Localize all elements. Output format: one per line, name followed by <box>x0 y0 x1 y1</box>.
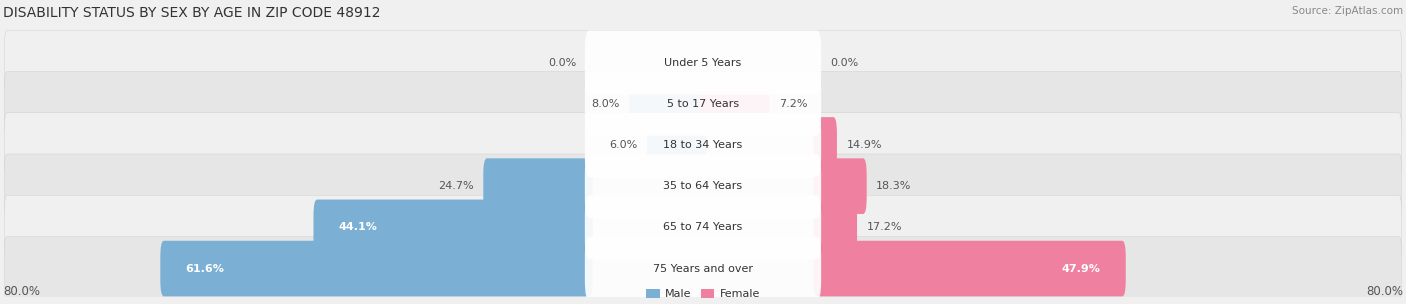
FancyBboxPatch shape <box>4 195 1402 260</box>
Text: 0.0%: 0.0% <box>548 57 576 67</box>
Text: 47.9%: 47.9% <box>1062 264 1101 274</box>
Text: 18.3%: 18.3% <box>876 181 911 191</box>
Text: 75 Years and over: 75 Years and over <box>652 264 754 274</box>
Text: Source: ZipAtlas.com: Source: ZipAtlas.com <box>1292 6 1403 16</box>
FancyBboxPatch shape <box>4 30 1402 95</box>
FancyBboxPatch shape <box>4 113 1402 177</box>
Text: 35 to 64 Years: 35 to 64 Years <box>664 181 742 191</box>
FancyBboxPatch shape <box>4 237 1402 301</box>
Text: 80.0%: 80.0% <box>3 285 39 298</box>
FancyBboxPatch shape <box>700 76 769 132</box>
FancyBboxPatch shape <box>647 117 706 173</box>
Text: 44.1%: 44.1% <box>339 222 378 232</box>
Text: 14.9%: 14.9% <box>846 140 882 150</box>
Text: Under 5 Years: Under 5 Years <box>665 57 741 67</box>
FancyBboxPatch shape <box>585 154 821 218</box>
Text: 24.7%: 24.7% <box>439 181 474 191</box>
Text: 7.2%: 7.2% <box>779 99 807 109</box>
Text: 17.2%: 17.2% <box>866 222 903 232</box>
Text: 8.0%: 8.0% <box>592 99 620 109</box>
Legend: Male, Female: Male, Female <box>641 284 765 304</box>
FancyBboxPatch shape <box>4 72 1402 136</box>
Text: DISABILITY STATUS BY SEX BY AGE IN ZIP CODE 48912: DISABILITY STATUS BY SEX BY AGE IN ZIP C… <box>3 6 380 20</box>
FancyBboxPatch shape <box>813 158 866 214</box>
FancyBboxPatch shape <box>585 237 821 301</box>
FancyBboxPatch shape <box>813 241 1126 296</box>
FancyBboxPatch shape <box>484 158 593 214</box>
FancyBboxPatch shape <box>585 113 821 177</box>
FancyBboxPatch shape <box>160 241 593 296</box>
FancyBboxPatch shape <box>813 199 858 255</box>
Text: 18 to 34 Years: 18 to 34 Years <box>664 140 742 150</box>
Text: 0.0%: 0.0% <box>830 57 858 67</box>
Text: 65 to 74 Years: 65 to 74 Years <box>664 222 742 232</box>
FancyBboxPatch shape <box>585 195 821 259</box>
FancyBboxPatch shape <box>630 76 706 132</box>
FancyBboxPatch shape <box>314 199 593 255</box>
Text: 80.0%: 80.0% <box>1367 285 1403 298</box>
Text: 61.6%: 61.6% <box>186 264 225 274</box>
Text: 5 to 17 Years: 5 to 17 Years <box>666 99 740 109</box>
FancyBboxPatch shape <box>4 154 1402 218</box>
FancyBboxPatch shape <box>585 31 821 95</box>
FancyBboxPatch shape <box>813 117 837 173</box>
FancyBboxPatch shape <box>585 72 821 136</box>
Text: 6.0%: 6.0% <box>609 140 637 150</box>
